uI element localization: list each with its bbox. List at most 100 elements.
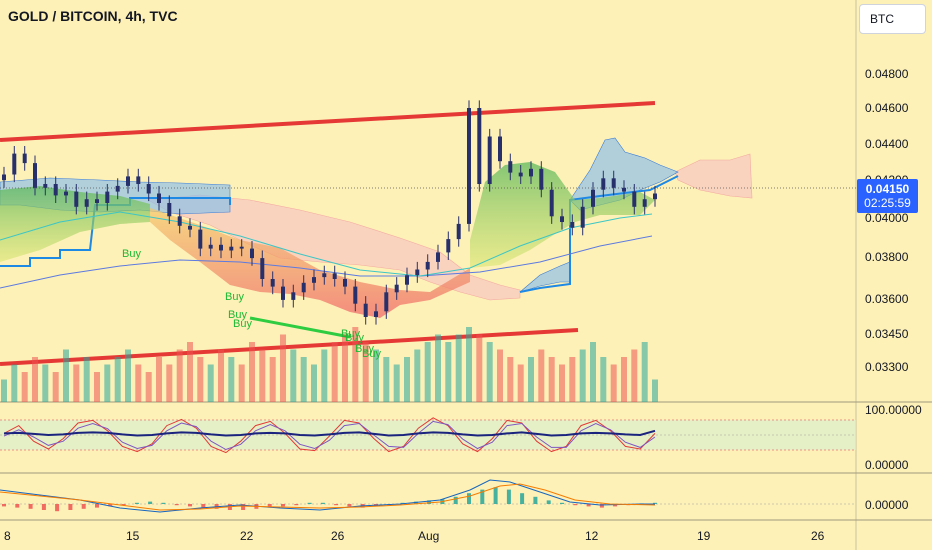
volume-bar: [414, 349, 421, 402]
volume-bar: [476, 334, 483, 402]
macd-bar: [68, 504, 73, 510]
candle-body: [539, 168, 544, 190]
price-tick: 0.04400: [865, 137, 909, 151]
volume-bar: [497, 349, 503, 402]
macd-bar: [586, 504, 591, 507]
volume-bar: [559, 364, 565, 402]
macd-bar: [201, 504, 206, 508]
candle-body: [22, 153, 27, 164]
macd-bar: [573, 504, 578, 506]
candle-body: [384, 292, 389, 312]
candle-body: [53, 184, 58, 196]
candle-body: [64, 191, 68, 196]
volume-bar: [311, 364, 317, 402]
candle-body: [560, 216, 564, 222]
macd-bar: [134, 502, 139, 504]
candle-body: [74, 191, 79, 207]
volume-bar: [610, 364, 617, 402]
candle-body: [260, 258, 265, 279]
candles: [2, 100, 657, 325]
macd-bar: [174, 504, 179, 506]
macd-bar: [467, 493, 471, 504]
volume-bar: [352, 327, 359, 402]
oscillator-tick: 100.00000: [865, 403, 922, 417]
volume-bar: [1, 379, 7, 402]
macd-bar: [241, 504, 246, 510]
candle-body: [332, 273, 337, 279]
macd-bar: [148, 501, 153, 504]
macd-bar: [453, 496, 458, 504]
volume-bar: [435, 334, 441, 402]
last-price-value: 0.04150: [865, 182, 910, 196]
candle-body: [136, 176, 141, 184]
volume-bar: [579, 349, 586, 402]
volume-bar: [63, 349, 69, 402]
time-tick: 19: [697, 529, 711, 543]
buy-signal-label: Buy: [341, 328, 360, 340]
volume-bar: [331, 342, 338, 402]
macd-tick: 0.00000: [865, 498, 909, 512]
price-tick: 0.03300: [865, 360, 909, 374]
volume-bar: [600, 357, 607, 402]
volume-bar: [486, 342, 493, 402]
upper-trendline[interactable]: [0, 101, 656, 142]
candle-body: [653, 193, 657, 200]
price-tick: 0.03450: [865, 327, 909, 341]
volume-bar: [197, 357, 204, 402]
candle-body: [250, 248, 254, 259]
candle-body: [415, 269, 420, 276]
macd-bar: [560, 502, 564, 504]
price-tick: 0.03600: [865, 292, 909, 306]
candle-body: [374, 311, 378, 317]
candle-body: [33, 163, 37, 188]
volume-bar: [404, 357, 410, 402]
candle-body: [12, 153, 17, 175]
candle-body: [281, 286, 285, 300]
buy-signal-label: Buy: [362, 348, 381, 360]
buy-signal-label: Buy: [122, 248, 141, 260]
candle-body: [115, 185, 120, 192]
bar-countdown: 02:25:59: [864, 196, 911, 210]
volume-bar: [32, 357, 38, 402]
buy-signal-label: Buy: [228, 309, 247, 321]
volume-bar: [383, 357, 390, 402]
candle-body: [425, 261, 430, 270]
buy-signal-label: Buy: [225, 291, 244, 303]
price-axis[interactable]: 0.04800 0.04600 0.04400 0.04200 0.04000 …: [865, 67, 922, 512]
time-axis[interactable]: 8 15 22 26 Aug 12 19 26: [4, 529, 825, 543]
candle-body: [208, 244, 213, 249]
macd-bar: [653, 502, 657, 504]
candle-body: [239, 246, 244, 249]
support-line[interactable]: [249, 316, 351, 339]
macd-bar: [480, 489, 485, 504]
candle-body: [632, 191, 637, 207]
volume-bar: [94, 372, 100, 402]
candle-body: [43, 184, 48, 188]
currency-button[interactable]: BTC: [859, 4, 926, 34]
candle-body: [394, 284, 399, 293]
volume-bar: [104, 364, 111, 402]
volume-bar: [145, 372, 152, 402]
candle-body: [188, 225, 192, 230]
volume-bar: [114, 357, 121, 402]
volume-bar: [300, 357, 307, 402]
candle-body: [146, 184, 151, 194]
volume-bar: [187, 342, 193, 402]
macd-bar: [533, 496, 538, 504]
candle-body: [126, 176, 130, 186]
volume-bar: [156, 357, 162, 402]
candle-body: [353, 286, 358, 304]
candle-body: [456, 223, 461, 240]
volume-bar: [569, 357, 576, 402]
price-tick: 0.04800: [865, 67, 909, 81]
candle-body: [518, 172, 523, 177]
volume-bar: [455, 334, 462, 402]
oscillator-line: [3, 417, 656, 454]
volume-bar: [52, 372, 59, 402]
oscillator-lines: [3, 417, 656, 454]
volume-bar: [249, 342, 255, 402]
signal-line: [0, 483, 656, 511]
candle-body: [498, 136, 502, 162]
volume-bar: [393, 364, 400, 402]
